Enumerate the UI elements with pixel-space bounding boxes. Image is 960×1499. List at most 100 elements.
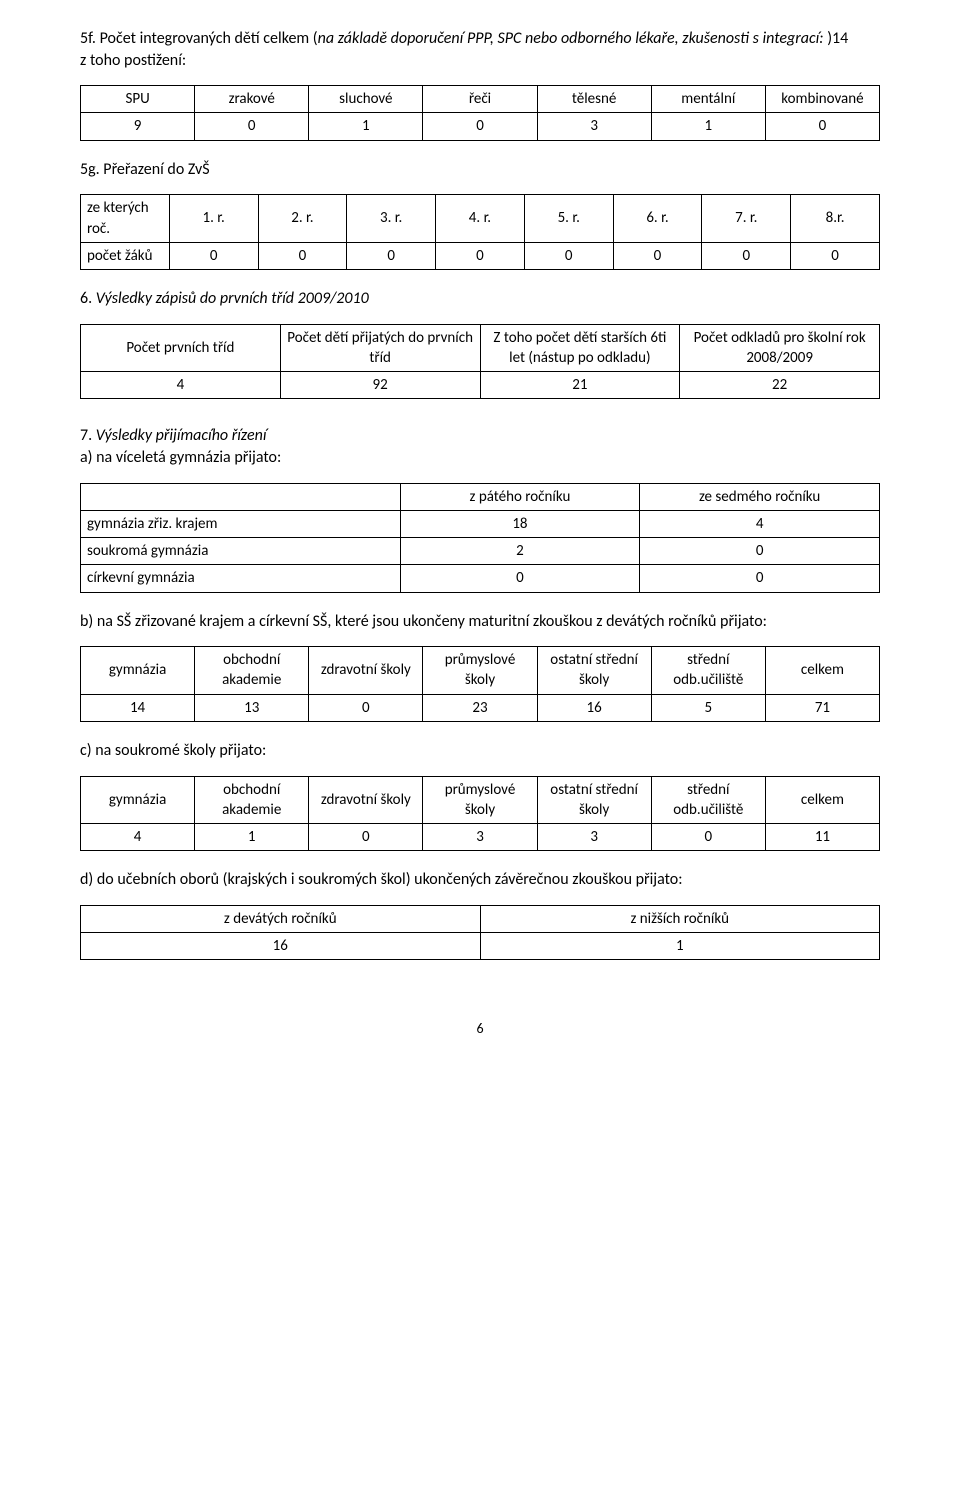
subtitle-7d: d) do učebních oborů (krajských i soukro…	[80, 869, 880, 891]
table-7d: z devátých ročníků z nižších ročníků 16 …	[80, 905, 880, 961]
cell: Počet odkladů pro školní rok 2008/2009	[680, 324, 880, 372]
cell: 2. r.	[258, 195, 347, 243]
table-row: SPU zrakové sluchové řeči tělesné mentál…	[81, 86, 880, 113]
cell: celkem	[765, 776, 879, 824]
cell: zdravotní školy	[309, 647, 423, 695]
table-row: Počet prvních tříd Počet dětí přijatých …	[81, 324, 880, 372]
cell: 4. r.	[436, 195, 525, 243]
cell: 16	[537, 694, 651, 721]
cell: 6. r.	[613, 195, 702, 243]
cell: církevní gymnázia	[81, 565, 401, 592]
title-6-pre: 6.	[80, 289, 96, 308]
cell: 16	[81, 933, 481, 960]
cell: ze kterých roč.	[81, 195, 170, 243]
cell	[81, 483, 401, 510]
cell: 3	[537, 113, 651, 140]
subtitle-7c: c) na soukromé školy přijato:	[80, 740, 880, 762]
section-5f-title: 5f. Počet integrovaných dětí celkem (na …	[80, 28, 880, 71]
cell: 3. r.	[347, 195, 436, 243]
cell: Počet dětí přijatých do prvních tříd	[280, 324, 480, 372]
cell: 4	[81, 824, 195, 851]
table-row: soukromá gymnázia 2 0	[81, 538, 880, 565]
cell: 0	[436, 242, 525, 269]
title-6-italic: Výsledky zápisů do prvních tříd 2009/201…	[96, 289, 369, 308]
cell: 8.r.	[791, 195, 880, 243]
cell: 0	[347, 242, 436, 269]
cell: 22	[680, 372, 880, 399]
table-row: 16 1	[81, 933, 880, 960]
cell: 0	[258, 242, 347, 269]
section-7-title: 7. Výsledky přijímacího řízení a) na víc…	[80, 425, 880, 468]
cell: 4	[81, 372, 281, 399]
cell: gymnázia	[81, 647, 195, 695]
table-7a: z pátého ročníku ze sedmého ročníku gymn…	[80, 483, 880, 593]
cell: 23	[423, 694, 537, 721]
cell: 0	[195, 113, 309, 140]
cell: průmyslové školy	[423, 776, 537, 824]
cell: ostatní střední školy	[537, 647, 651, 695]
page-number: 6	[80, 1020, 880, 1039]
cell: 71	[765, 694, 879, 721]
table-row: 4 1 0 3 3 0 11	[81, 824, 880, 851]
table-6: Počet prvních tříd Počet dětí přijatých …	[80, 324, 880, 400]
title-7-italic: Výsledky přijímacího řízení	[96, 426, 267, 445]
section-5g-title: 5g. Přeřazení do ZvŠ	[80, 159, 880, 181]
table-5f: SPU zrakové sluchové řeči tělesné mentál…	[80, 85, 880, 141]
title-5f-post: )14	[827, 29, 848, 48]
cell: obchodní akademie	[195, 776, 309, 824]
cell: 9	[81, 113, 195, 140]
cell: 18	[400, 510, 640, 537]
cell: 1	[195, 824, 309, 851]
table-7c: gymnázia obchodní akademie zdravotní ško…	[80, 776, 880, 852]
table-7b: gymnázia obchodní akademie zdravotní ško…	[80, 646, 880, 722]
cell: gymnázia zřiz. krajem	[81, 510, 401, 537]
cell: 0	[309, 694, 423, 721]
table-row: z pátého ročníku ze sedmého ročníku	[81, 483, 880, 510]
cell: počet žáků	[81, 242, 170, 269]
cell: 1. r.	[169, 195, 258, 243]
cell: 4	[640, 510, 880, 537]
subtitle-7b: b) na SŠ zřizované krajem a církevní SŠ,…	[80, 611, 880, 633]
cell: 1	[651, 113, 765, 140]
cell: sluchové	[309, 86, 423, 113]
cell: z pátého ročníku	[400, 483, 640, 510]
title-7-pre: 7.	[80, 426, 96, 445]
cell: soukromá gymnázia	[81, 538, 401, 565]
cell: celkem	[765, 647, 879, 695]
cell: Z toho počet dětí starších 6ti let (nást…	[480, 324, 680, 372]
cell: 0	[765, 113, 879, 140]
cell: řeči	[423, 86, 537, 113]
cell: 7. r.	[702, 195, 791, 243]
cell: 2	[400, 538, 640, 565]
subtitle-5f: z toho postižení:	[80, 51, 186, 70]
cell: 0	[613, 242, 702, 269]
table-row: gymnázia obchodní akademie zdravotní ško…	[81, 776, 880, 824]
cell: Počet prvních tříd	[81, 324, 281, 372]
table-row: ze kterých roč. 1. r. 2. r. 3. r. 4. r. …	[81, 195, 880, 243]
cell: zrakové	[195, 86, 309, 113]
cell: 13	[195, 694, 309, 721]
cell: 3	[537, 824, 651, 851]
table-row: 4 92 21 22	[81, 372, 880, 399]
cell: 92	[280, 372, 480, 399]
title-5f-italic: na základě doporučení PPP, SPC nebo odbo…	[318, 29, 828, 48]
table-row: církevní gymnázia 0 0	[81, 565, 880, 592]
cell: 1	[480, 933, 880, 960]
cell: ze sedmého ročníku	[640, 483, 880, 510]
document-page: 5f. Počet integrovaných dětí celkem (na …	[0, 0, 960, 1099]
cell: 0	[702, 242, 791, 269]
table-row: 9 0 1 0 3 1 0	[81, 113, 880, 140]
cell: 0	[524, 242, 613, 269]
table-row: gymnázia obchodní akademie zdravotní ško…	[81, 647, 880, 695]
table-row: z devátých ročníků z nižších ročníků	[81, 905, 880, 932]
cell: 14	[81, 694, 195, 721]
cell: 0	[309, 824, 423, 851]
cell: 0	[640, 538, 880, 565]
cell: 5. r.	[524, 195, 613, 243]
cell: mentální	[651, 86, 765, 113]
cell: střední odb.učiliště	[651, 647, 765, 695]
cell: SPU	[81, 86, 195, 113]
cell: 5	[651, 694, 765, 721]
cell: z devátých ročníků	[81, 905, 481, 932]
table-5g: ze kterých roč. 1. r. 2. r. 3. r. 4. r. …	[80, 194, 880, 270]
